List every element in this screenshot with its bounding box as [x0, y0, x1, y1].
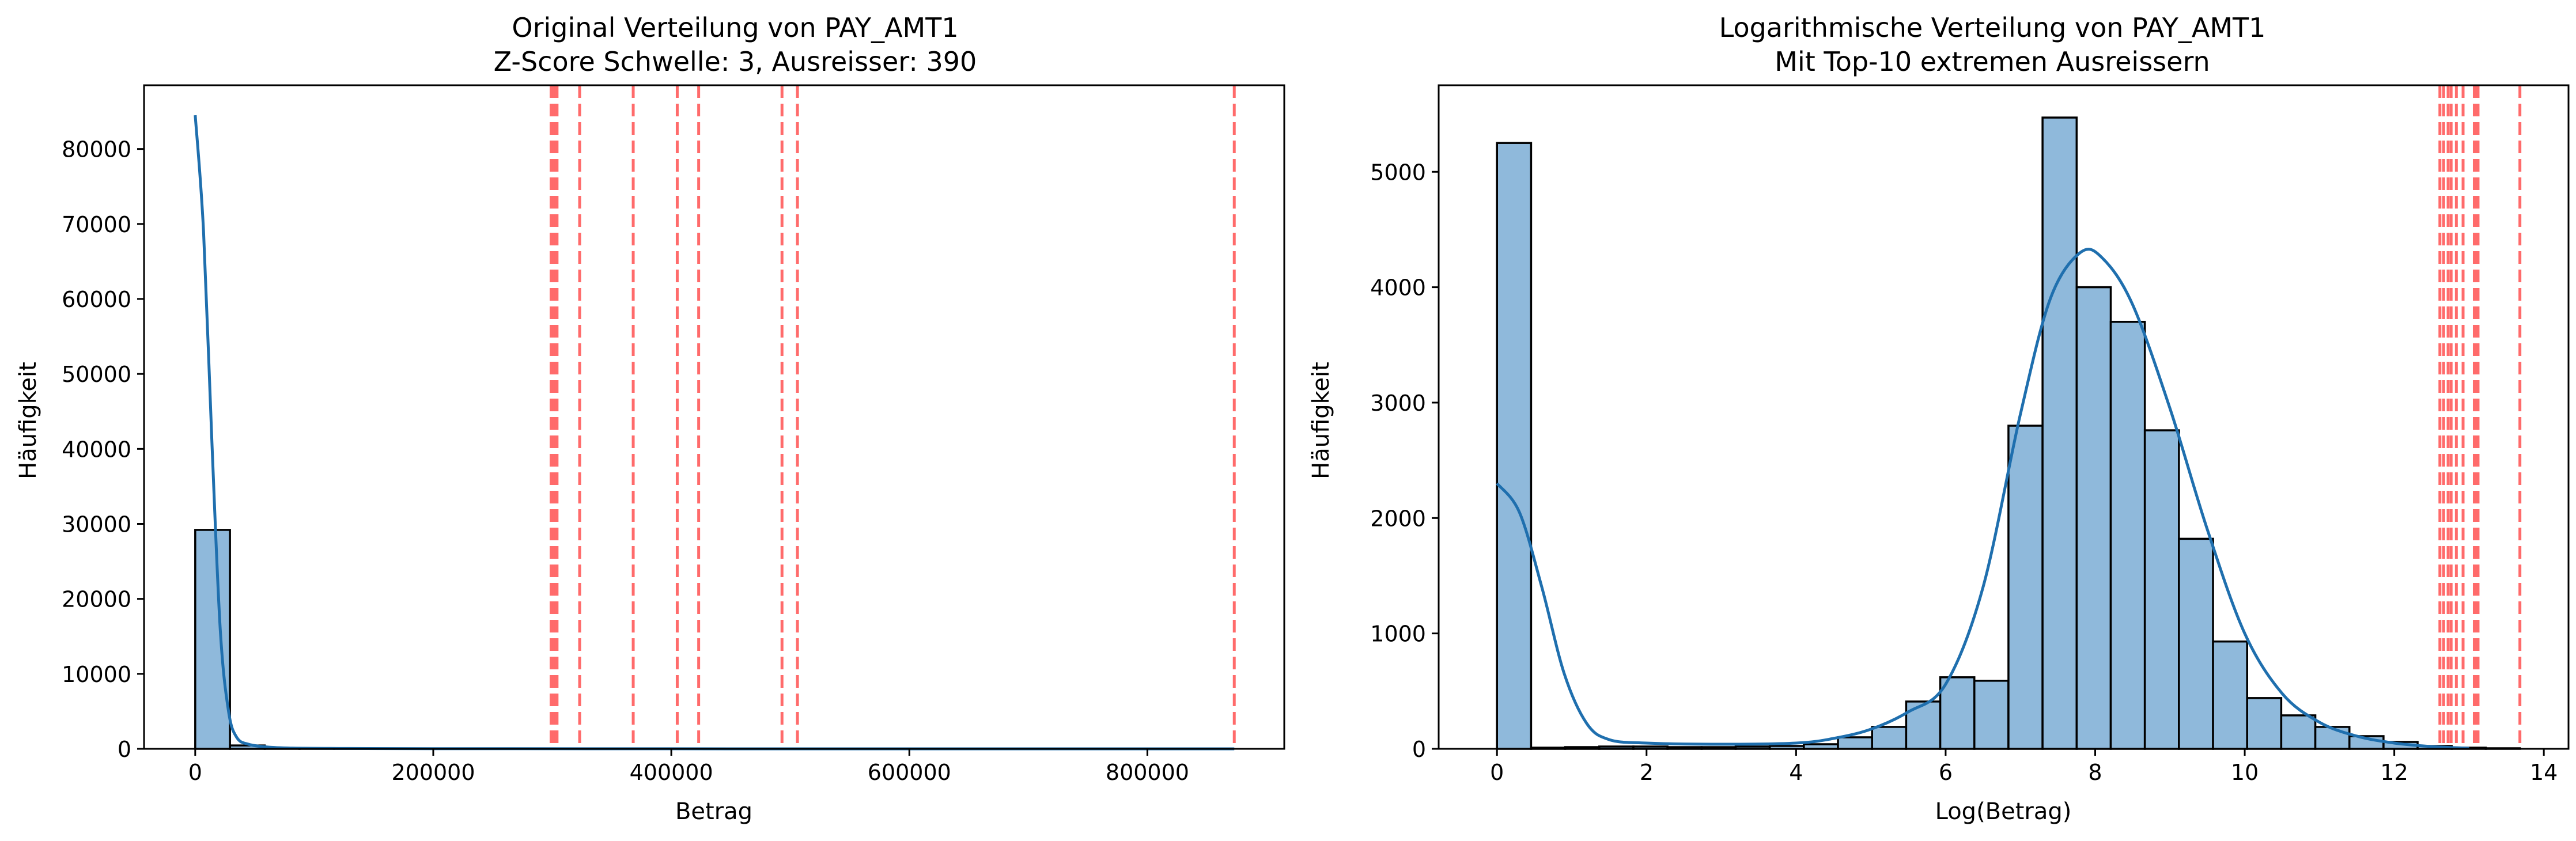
- y-tick-label: 40000: [62, 437, 131, 462]
- y-tick-label: 5000: [1370, 160, 1426, 185]
- x-tick-label: 600000: [868, 760, 951, 785]
- histogram-bar: [1905, 700, 1942, 750]
- x-tick-label: 400000: [630, 760, 713, 785]
- x-tick-label: 6: [1939, 760, 1953, 785]
- axes: 0 200000 400000 600000 800000 0 10000 20000 3000…: [62, 84, 1285, 785]
- histogram-bar: [1496, 142, 1533, 750]
- histogram-log: Logarithmische Verteilung von PAY_AMT1 M…: [1308, 12, 2570, 825]
- histogram-bar: [194, 529, 231, 750]
- x-tick-label: 4: [1789, 760, 1803, 785]
- y-axis-label: Häufigkeit: [1308, 362, 1334, 479]
- chart-title-line2: Mit Top-10 extremen Ausreissern: [1775, 46, 2210, 77]
- histogram-bar: [2212, 640, 2248, 750]
- histogram-bar: [2143, 429, 2180, 750]
- y-tick-label: 0: [1412, 737, 1426, 762]
- x-tick-label: 10: [2231, 760, 2259, 785]
- histogram-bar: [2041, 116, 2078, 750]
- kde-line: [194, 115, 1235, 751]
- y-tick-label: 3000: [1370, 391, 1426, 416]
- y-tick-label: 20000: [62, 587, 131, 612]
- y-tick-label: 30000: [62, 512, 131, 537]
- y-axis-label: Häufigkeit: [15, 362, 41, 479]
- x-axis-label: Log(Betrag): [1935, 798, 2072, 825]
- chart-title-line2: Z-Score Schwelle: 3, Ausreisser: 390: [494, 46, 977, 77]
- axes-frame: [143, 84, 1285, 750]
- x-tick-label: 12: [2380, 760, 2408, 785]
- y-tick-label: 80000: [62, 137, 131, 162]
- chart-title-line1: Original Verteilung von PAY_AMT1: [512, 12, 958, 43]
- x-tick-label: 800000: [1106, 760, 1189, 785]
- kde-line: [1496, 248, 2469, 750]
- y-tick-label: 2000: [1370, 506, 1426, 531]
- histogram-bar: [2007, 425, 2044, 750]
- y-tick-label: 10000: [62, 662, 131, 687]
- y-tick-label: 0: [118, 737, 131, 762]
- x-tick-label: 2: [1640, 760, 1654, 785]
- y-tick-label: 1000: [1370, 622, 1426, 647]
- plot-area: [194, 85, 1236, 751]
- histogram-original: Original Verteilung von PAY_AMT1 Z-Score…: [15, 12, 1285, 825]
- x-axis-label: Betrag: [675, 798, 752, 825]
- x-tick-label: 0: [188, 760, 202, 785]
- x-tick-label: 0: [1490, 760, 1504, 785]
- histogram-bar: [2178, 537, 2214, 750]
- histogram-bar: [2075, 286, 2112, 750]
- histogram-bar: [1939, 676, 1976, 750]
- histogram-bar: [1871, 726, 1908, 750]
- x-tick-label: 14: [2530, 760, 2558, 785]
- histogram-bar: [1837, 736, 1873, 750]
- histogram-bar: [2246, 697, 2283, 750]
- plot-area: [1496, 85, 2522, 750]
- y-tick-label: 50000: [62, 362, 131, 387]
- axes-frame: [1438, 84, 2570, 750]
- y-tick-label: 4000: [1370, 275, 1426, 301]
- chart-title-line1: Logarithmische Verteilung von PAY_AMT1: [1719, 12, 2266, 43]
- x-tick-label: 200000: [391, 760, 475, 785]
- x-tick-label: 8: [2088, 760, 2102, 785]
- histogram-bar: [2280, 714, 2317, 750]
- axes: 0 2 4 6 8 10 12 14 0 1000 2000 3000 4000 5000: [1370, 84, 2570, 785]
- y-tick-label: 60000: [62, 287, 131, 312]
- histogram-bar: [1973, 680, 2010, 750]
- histogram-bar: [2109, 320, 2146, 750]
- histogram-bar: [2314, 726, 2351, 750]
- y-tick-label: 70000: [62, 212, 131, 237]
